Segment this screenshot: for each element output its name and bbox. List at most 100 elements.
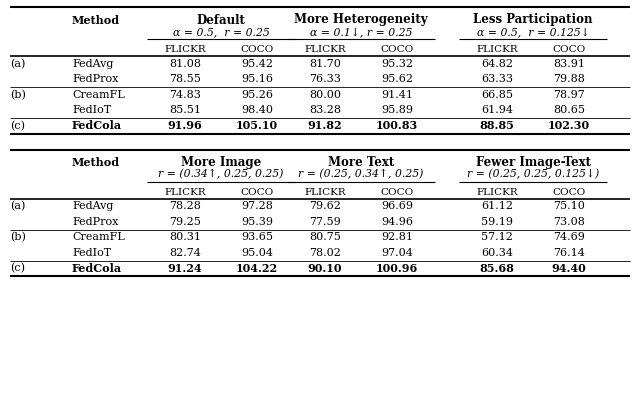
Text: 80.75: 80.75 — [309, 232, 341, 242]
Text: 75.10: 75.10 — [553, 201, 585, 211]
Text: 74.83: 74.83 — [169, 90, 201, 100]
Text: (a): (a) — [10, 201, 26, 211]
Text: 97.28: 97.28 — [241, 201, 273, 211]
Text: (c): (c) — [10, 121, 26, 131]
Text: 80.65: 80.65 — [553, 105, 585, 115]
Text: 91.24: 91.24 — [168, 263, 202, 274]
Text: 95.89: 95.89 — [381, 105, 413, 115]
Text: COCO: COCO — [380, 45, 413, 55]
Text: 95.32: 95.32 — [381, 59, 413, 69]
Text: COCO: COCO — [552, 188, 586, 197]
Text: r = (0.25, 0.25, 0.125↓): r = (0.25, 0.25, 0.125↓) — [467, 169, 599, 180]
Text: r = (0.25, 0.34↑, 0.25): r = (0.25, 0.34↑, 0.25) — [298, 169, 424, 180]
Text: α = 0.5,  r = 0.125↓: α = 0.5, r = 0.125↓ — [477, 27, 589, 37]
Text: FedIoT: FedIoT — [72, 105, 111, 115]
Text: Default: Default — [196, 14, 245, 26]
Text: 79.62: 79.62 — [309, 201, 341, 211]
Text: FedCola: FedCola — [72, 263, 122, 274]
Text: 78.55: 78.55 — [169, 74, 201, 84]
Text: More Image: More Image — [181, 156, 261, 169]
Text: 95.62: 95.62 — [381, 74, 413, 84]
Text: Method: Method — [72, 14, 120, 26]
Text: (b): (b) — [10, 89, 26, 100]
Text: 98.40: 98.40 — [241, 105, 273, 115]
Text: 78.02: 78.02 — [309, 248, 341, 258]
Text: 82.74: 82.74 — [169, 248, 201, 258]
Text: CreamFL: CreamFL — [72, 90, 125, 100]
Text: (a): (a) — [10, 59, 26, 69]
Text: 80.00: 80.00 — [309, 90, 341, 100]
Text: 91.41: 91.41 — [381, 90, 413, 100]
Text: 78.97: 78.97 — [553, 90, 585, 100]
Text: 102.30: 102.30 — [548, 120, 590, 131]
Text: 96.69: 96.69 — [381, 201, 413, 211]
Text: 61.12: 61.12 — [481, 201, 513, 211]
Text: 66.85: 66.85 — [481, 90, 513, 100]
Text: 76.14: 76.14 — [553, 248, 585, 258]
Text: α = 0.5,  r = 0.25: α = 0.5, r = 0.25 — [173, 27, 269, 37]
Text: 78.28: 78.28 — [169, 201, 201, 211]
Text: 93.65: 93.65 — [241, 232, 273, 242]
Text: 85.68: 85.68 — [479, 263, 515, 274]
Text: 97.04: 97.04 — [381, 248, 413, 258]
Text: 77.59: 77.59 — [309, 217, 341, 227]
Text: 100.96: 100.96 — [376, 263, 418, 274]
Text: FLICKR: FLICKR — [164, 45, 206, 55]
Text: FedAvg: FedAvg — [72, 59, 113, 69]
Text: 74.69: 74.69 — [553, 232, 585, 242]
Text: FLICKR: FLICKR — [476, 188, 518, 197]
Text: COCO: COCO — [241, 188, 274, 197]
Text: Method: Method — [72, 157, 120, 168]
Text: More Text: More Text — [328, 156, 394, 169]
Text: 61.94: 61.94 — [481, 105, 513, 115]
Text: 59.19: 59.19 — [481, 217, 513, 227]
Text: 91.82: 91.82 — [308, 120, 342, 131]
Text: 88.85: 88.85 — [479, 120, 515, 131]
Text: FLICKR: FLICKR — [304, 188, 346, 197]
Text: FedProx: FedProx — [72, 74, 118, 84]
Text: COCO: COCO — [380, 188, 413, 197]
Text: 80.31: 80.31 — [169, 232, 201, 242]
Text: 104.22: 104.22 — [236, 263, 278, 274]
Text: (b): (b) — [10, 232, 26, 243]
Text: More Heterogeneity: More Heterogeneity — [294, 14, 428, 26]
Text: 90.10: 90.10 — [308, 263, 342, 274]
Text: 79.88: 79.88 — [553, 74, 585, 84]
Text: 81.70: 81.70 — [309, 59, 341, 69]
Text: FedIoT: FedIoT — [72, 248, 111, 258]
Text: 79.25: 79.25 — [169, 217, 201, 227]
Text: 57.12: 57.12 — [481, 232, 513, 242]
Text: 105.10: 105.10 — [236, 120, 278, 131]
Text: 63.33: 63.33 — [481, 74, 513, 84]
Text: 100.83: 100.83 — [376, 120, 418, 131]
Text: 95.04: 95.04 — [241, 248, 273, 258]
Text: Less Participation: Less Participation — [473, 14, 593, 26]
Text: 83.91: 83.91 — [553, 59, 585, 69]
Text: FLICKR: FLICKR — [304, 45, 346, 55]
Text: Fewer Image-Text: Fewer Image-Text — [476, 156, 591, 169]
Text: 60.34: 60.34 — [481, 248, 513, 258]
Text: 64.82: 64.82 — [481, 59, 513, 69]
Text: CreamFL: CreamFL — [72, 232, 125, 242]
Text: FedProx: FedProx — [72, 217, 118, 227]
Text: COCO: COCO — [552, 45, 586, 55]
Text: FedCola: FedCola — [72, 120, 122, 131]
Text: 85.51: 85.51 — [169, 105, 201, 115]
Text: (c): (c) — [10, 263, 26, 273]
Text: 81.08: 81.08 — [169, 59, 201, 69]
Text: FedAvg: FedAvg — [72, 201, 113, 211]
Text: 76.33: 76.33 — [309, 74, 341, 84]
Text: 95.16: 95.16 — [241, 74, 273, 84]
Text: 73.08: 73.08 — [553, 217, 585, 227]
Text: r = (0.34↑, 0.25, 0.25): r = (0.34↑, 0.25, 0.25) — [158, 169, 284, 180]
Text: 94.40: 94.40 — [552, 263, 586, 274]
Text: α = 0.1↓, r = 0.25: α = 0.1↓, r = 0.25 — [310, 27, 412, 37]
Text: 94.96: 94.96 — [381, 217, 413, 227]
Text: FLICKR: FLICKR — [476, 45, 518, 55]
Text: 95.42: 95.42 — [241, 59, 273, 69]
Text: 91.96: 91.96 — [168, 120, 202, 131]
Text: 95.26: 95.26 — [241, 90, 273, 100]
Text: COCO: COCO — [241, 45, 274, 55]
Text: 95.39: 95.39 — [241, 217, 273, 227]
Text: 92.81: 92.81 — [381, 232, 413, 242]
